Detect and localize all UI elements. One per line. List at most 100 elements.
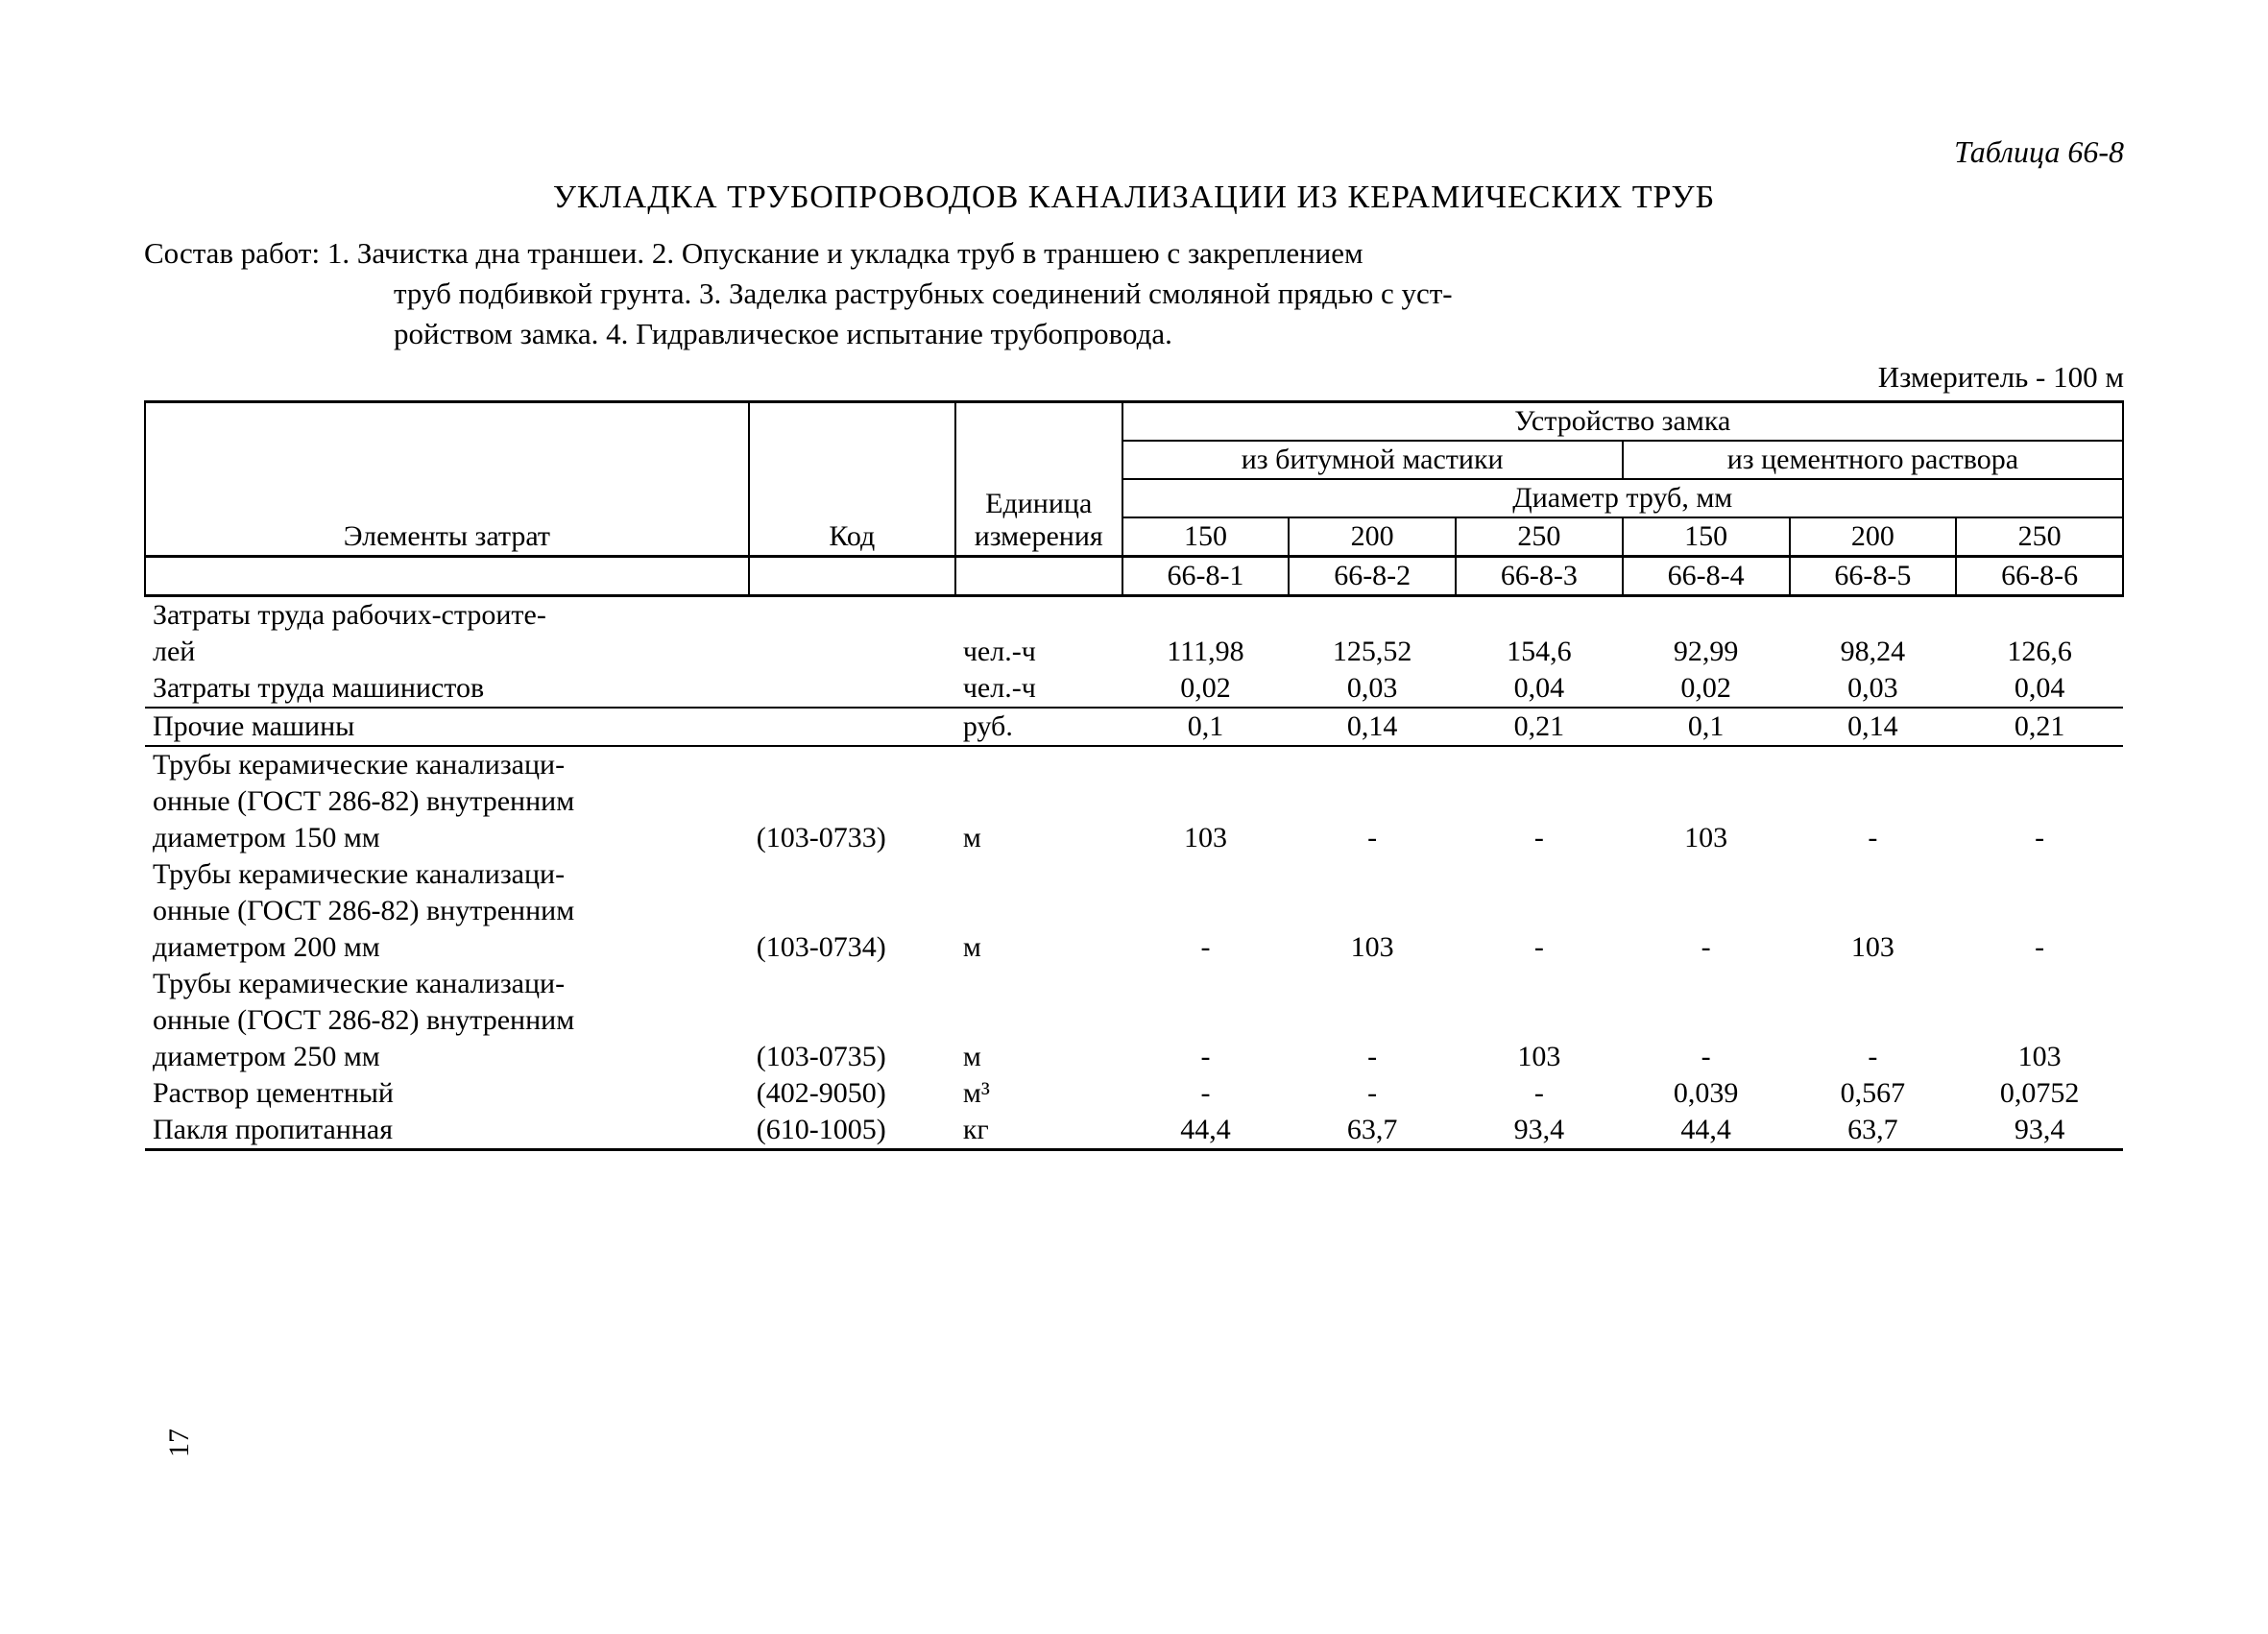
table-row: диаметром 200 мм (103-0734) м - 103 - - … [145, 929, 2123, 966]
table-row: онные (ГОСТ 286-82) внутренним [145, 1002, 2123, 1039]
cell-value: - [1956, 929, 2123, 966]
col-header-unit: Единица измере­ния [955, 401, 1122, 556]
cell-value: 0,04 [1956, 670, 2123, 708]
cell-unit: чел.-ч [955, 670, 1122, 708]
cell-name: диаметром 250 мм [145, 1039, 749, 1075]
table-row: Прочие машины руб. 0,1 0,14 0,21 0,1 0,1… [145, 708, 2123, 746]
cell-value: 92,99 [1623, 634, 1790, 670]
cell-value: 0,567 [1790, 1075, 1957, 1112]
cell-value: 0,04 [1456, 670, 1623, 708]
cell-name: Раствор цементный [145, 1075, 749, 1112]
cell-value: 103 [1956, 1039, 2123, 1075]
table-row: Трубы керамические канализаци- [145, 746, 2123, 783]
cell-value: 0,03 [1289, 670, 1456, 708]
measure-label: Измеритель - 100 м [144, 360, 2124, 395]
col-header-diam: 250 [1956, 517, 2123, 557]
cell-value: 63,7 [1790, 1112, 1957, 1150]
cell-value: - [1456, 820, 1623, 856]
header-row-codes: 66-8-1 66-8-2 66-8-3 66-8-4 66-8-5 66-8-… [145, 556, 2123, 595]
cell-unit: чел.-ч [955, 634, 1122, 670]
cell-value: 103 [1790, 929, 1957, 966]
cell-code: (103-0733) [749, 820, 955, 856]
col-header-mastika: из битумной мастики [1122, 441, 1623, 479]
cell-name: Затраты труда машинистов [145, 670, 749, 708]
col-code-cell: 66-8-5 [1790, 556, 1957, 595]
col-code-cell: 66-8-3 [1456, 556, 1623, 595]
document-page: Таблица 66-8 УКЛАДКА ТРУБОПРОВОДОВ КАНАЛ… [0, 0, 2268, 1634]
col-header-cement: из цементного раствора [1623, 441, 2123, 479]
cell-value: - [1456, 1075, 1623, 1112]
cell-value: 44,4 [1122, 1112, 1290, 1150]
table-row: диаметром 150 мм (103-0733) м 103 - - 10… [145, 820, 2123, 856]
cell-code [749, 670, 955, 708]
cell-value: - [1289, 820, 1456, 856]
cell-name: диаметром 200 мм [145, 929, 749, 966]
col-header-group-top: Устройство замка [1122, 401, 2123, 441]
col-header-code: Код [749, 401, 955, 556]
col-header-diam: 150 [1623, 517, 1790, 557]
cell-value: 0,02 [1623, 670, 1790, 708]
cell-value: 0,02 [1122, 670, 1290, 708]
cost-elements-table: Элементы затрат Код Единица измере­ния У… [144, 400, 2124, 1151]
col-code-cell: 66-8-6 [1956, 556, 2123, 595]
cell-value: 103 [1623, 820, 1790, 856]
cell-value: 44,4 [1623, 1112, 1790, 1150]
cell-value: 93,4 [1456, 1112, 1623, 1150]
cell-value: - [1623, 929, 1790, 966]
cell-name: онные (ГОСТ 286-82) внутренним [145, 1002, 749, 1039]
cell-value: 0,14 [1289, 708, 1456, 746]
col-header-diam: 200 [1289, 517, 1456, 557]
cell-value: - [1790, 1039, 1957, 1075]
cell-name: Затраты труда рабочих-строите- [145, 595, 749, 634]
cell-name: онные (ГОСТ 286-82) внутренним [145, 893, 749, 929]
cell-unit: м [955, 1039, 1122, 1075]
col-header-diam: 200 [1790, 517, 1957, 557]
table-number-label: Таблица 66-8 [144, 134, 2124, 170]
cell-value: 154,6 [1456, 634, 1623, 670]
cell-value: 0,14 [1790, 708, 1957, 746]
table-row: онные (ГОСТ 286-82) внутренним [145, 893, 2123, 929]
header-row-1: Элементы затрат Код Единица измере­ния У… [145, 401, 2123, 441]
cell-unit: руб. [955, 708, 1122, 746]
col-code-cell: 66-8-2 [1289, 556, 1456, 595]
cell-value: - [1956, 820, 2123, 856]
cell-value: 126,6 [1956, 634, 2123, 670]
col-header-diam-label: Диаметр труб, мм [1122, 479, 2123, 517]
cell-value: 0,21 [1456, 708, 1623, 746]
table-row: диаметром 250 мм (103-0735) м - - 103 - … [145, 1039, 2123, 1075]
cell-unit: м [955, 929, 1122, 966]
cell-code: (103-0735) [749, 1039, 955, 1075]
cell-name: онные (ГОСТ 286-82) внутренним [145, 783, 749, 820]
cell-code: (610-1005) [749, 1112, 955, 1150]
cell-value: 93,4 [1956, 1112, 2123, 1150]
cell-name: Трубы керамические канализаци- [145, 966, 749, 1002]
page-number: 17 [163, 1429, 196, 1457]
cell-code: (402-9050) [749, 1075, 955, 1112]
scope-line: Состав работ: 1. Зачистка дна траншеи. 2… [144, 233, 2124, 274]
cell-name: Пакля пропитанная [145, 1112, 749, 1150]
cell-value: 103 [1122, 820, 1290, 856]
cell-value: - [1122, 1039, 1290, 1075]
cell-value: - [1122, 929, 1290, 966]
cell-value: - [1623, 1039, 1790, 1075]
cell-unit: кг [955, 1112, 1122, 1150]
cell-value: - [1289, 1075, 1456, 1112]
cell-value: 98,24 [1790, 634, 1957, 670]
cell-code: (103-0734) [749, 929, 955, 966]
table-row: Трубы керамические канализаци- [145, 966, 2123, 1002]
cell-name: Трубы керамические канализаци- [145, 746, 749, 783]
cell-value: 0,03 [1790, 670, 1957, 708]
cell-value: 0,1 [1122, 708, 1290, 746]
cell-name: Трубы керамические канализаци- [145, 856, 749, 893]
col-header-name: Элементы затрат [145, 401, 749, 556]
cell-unit: м³ [955, 1075, 1122, 1112]
cell-value: 0,1 [1623, 708, 1790, 746]
cell-value: 63,7 [1289, 1112, 1456, 1150]
scope-line: труб подбивкой грунта. 3. Заделка растру… [144, 274, 2124, 314]
cell-value: 0,039 [1623, 1075, 1790, 1112]
cell-value: - [1289, 1039, 1456, 1075]
cell-unit: м [955, 820, 1122, 856]
table-row: Затраты труда машинистов чел.-ч 0,02 0,0… [145, 670, 2123, 708]
col-code-cell: 66-8-1 [1122, 556, 1290, 595]
cell-code [749, 708, 955, 746]
